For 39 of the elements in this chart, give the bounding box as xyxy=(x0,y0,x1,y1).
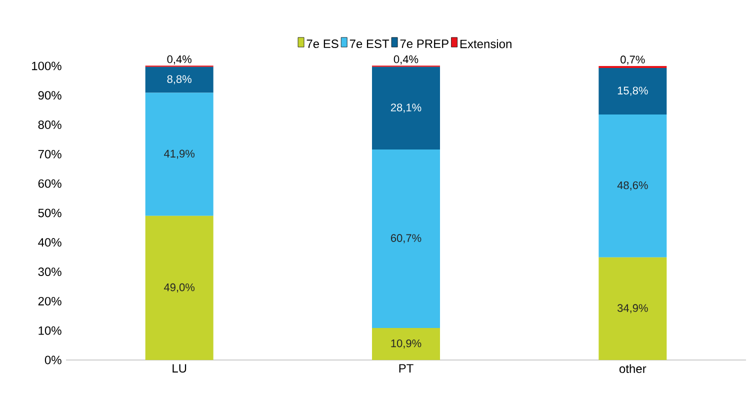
y-tick-label: 0% xyxy=(44,356,62,364)
x-tick-label: PT xyxy=(399,364,414,372)
bar xyxy=(372,66,440,150)
data-label: 49,0% xyxy=(164,283,195,293)
data-label: 60,7% xyxy=(390,234,422,244)
y-tick-label: 70% xyxy=(38,150,62,158)
data-label: 0,4% xyxy=(167,55,192,64)
data-label: 41,9% xyxy=(164,150,195,159)
legend-label: 7e PREP xyxy=(400,40,448,48)
y-tick-label: 40% xyxy=(38,238,62,247)
data-label: 0,7% xyxy=(620,56,645,65)
y-tick-label: 80% xyxy=(38,120,62,129)
data-label: 48,6% xyxy=(617,181,648,190)
bar xyxy=(598,257,667,360)
bar xyxy=(372,149,440,328)
y-tick-label: 60% xyxy=(38,179,62,188)
y-tick-label: 10% xyxy=(38,326,62,335)
x-tick-label: other xyxy=(619,364,646,374)
data-label: 0,4% xyxy=(394,55,418,64)
y-tick-label: 20% xyxy=(38,296,62,306)
bar xyxy=(598,68,667,114)
data-label: 15,8% xyxy=(618,86,648,96)
y-tick-label: 30% xyxy=(38,268,62,276)
data-label: 10,9% xyxy=(391,339,422,349)
bar xyxy=(598,114,667,258)
data-label: 34,9% xyxy=(618,304,648,314)
legend-label: 7e ES xyxy=(306,40,338,48)
legend-label: Extension xyxy=(460,39,512,48)
y-tick-label: 50% xyxy=(38,208,62,218)
bar xyxy=(372,328,440,360)
legend-label: 7e EST xyxy=(350,40,390,48)
bar xyxy=(145,216,214,360)
y-tick-label: 90% xyxy=(38,91,62,100)
data-label: 28,1% xyxy=(390,104,422,113)
bar xyxy=(145,92,214,216)
data-label: 8,8% xyxy=(167,75,192,84)
y-tick-label: 100% xyxy=(32,62,62,70)
x-tick-label: LU xyxy=(172,364,186,373)
bar xyxy=(145,66,214,93)
